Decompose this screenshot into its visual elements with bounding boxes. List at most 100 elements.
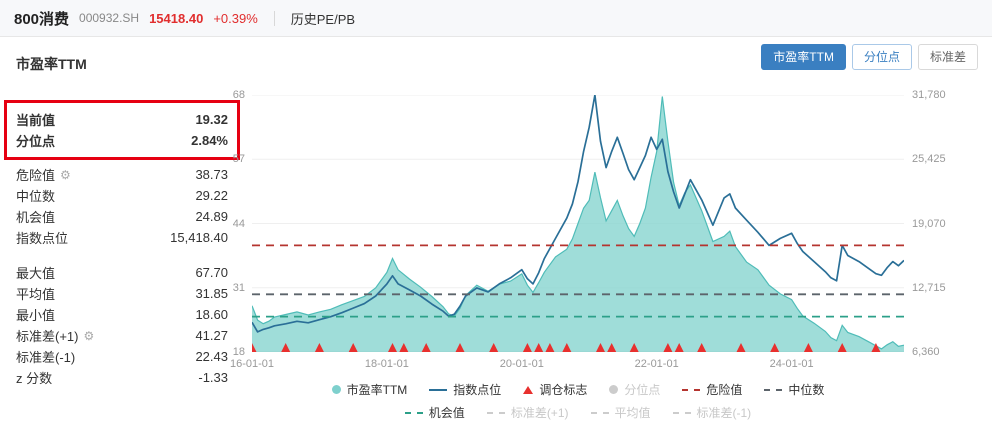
legend-label: 调仓标志 <box>539 383 588 397</box>
rebalance-marker-icon <box>629 343 639 352</box>
legend-item[interactable]: 中位数 <box>764 381 824 398</box>
stat-row: 指数点位 15,418.40 <box>16 227 228 248</box>
stat-value: 67.70 <box>195 265 228 280</box>
stat-label: 分位点 <box>16 131 55 150</box>
rebalance-marker-icon <box>545 343 555 352</box>
legend-dash-icon <box>764 388 783 391</box>
left-axis-tick-label: 68 <box>232 89 245 101</box>
stat-row: 危险值 ⚙ 38.73 <box>16 164 228 185</box>
stat-label-text: 最大值 <box>16 266 56 281</box>
stat-label: 最大值 <box>16 263 55 282</box>
legend-item[interactable]: 平均值 <box>590 404 651 421</box>
right-axis-tick-label: 31,780 <box>912 89 946 101</box>
legend-item[interactable]: 分位点 <box>609 381 660 398</box>
tab-pe-ttm[interactable]: 市盈率TTM <box>761 44 846 70</box>
rebalance-marker-icon <box>837 343 847 352</box>
right-axis-tick-label: 19,070 <box>912 217 946 230</box>
x-axis-tick-label: 24-01-01 <box>769 358 814 370</box>
stat-row: 分位点 2.84% <box>16 130 228 151</box>
legend-item[interactable]: 标准差(+1) <box>486 404 569 421</box>
right-axis-tick-label: 25,425 <box>912 153 946 166</box>
stat-value: 29.22 <box>195 188 228 203</box>
legend-label: 标准差(+1) <box>510 406 569 420</box>
left-axis-tick-label: 18 <box>232 346 245 358</box>
legend-item[interactable]: 市盈率TTM <box>331 381 407 398</box>
gear-icon[interactable]: ⚙ <box>60 167 71 182</box>
rebalance-marker-icon <box>803 343 813 352</box>
x-axis-tick-label: 22-01-01 <box>634 358 679 370</box>
legend-dash-icon <box>672 411 691 414</box>
header-divider <box>273 10 275 26</box>
legend-circle-icon <box>331 385 341 394</box>
stat-value: 19.32 <box>195 112 228 127</box>
rebalance-marker-icon <box>674 343 684 352</box>
legend-item[interactable]: 标准差(-1) <box>672 404 751 421</box>
stat-row: 平均值 31.85 <box>16 283 228 304</box>
legend-item[interactable]: 机会值 <box>404 404 465 421</box>
current-value-highlight-box: 当前值 19.32 分位点 2.84% <box>4 100 240 160</box>
stat-row: 最大值 67.70 <box>16 262 228 283</box>
top-header: 800消费 000932.SH 15418.40 +0.39% 历史PE/PB <box>0 0 992 37</box>
legend-label: 指数点位 <box>453 383 502 397</box>
legend-circle-icon <box>609 385 619 394</box>
legend-item[interactable]: 指数点位 <box>429 381 501 398</box>
legend-label: 分位点 <box>624 383 661 397</box>
rebalance-marker-icon <box>252 343 257 352</box>
rebalance-marker-icon <box>697 343 707 352</box>
stat-label-text: 危险值 <box>16 168 56 183</box>
stat-label: 最小值 <box>16 305 55 324</box>
legend-dash-icon <box>682 388 701 391</box>
stat-row: 中位数 29.22 <box>16 185 228 206</box>
index-points-line-series <box>252 95 904 333</box>
legend-dash-icon <box>404 411 423 414</box>
rebalance-marker-icon <box>736 343 746 352</box>
stat-label: 机会值 <box>16 207 55 226</box>
stat-label-text: 当前值 <box>16 113 56 128</box>
stat-label-text: 最小值 <box>16 308 56 323</box>
stat-label-text: 标准差(-1) <box>16 350 76 365</box>
stat-label-text: z 分数 <box>16 371 53 386</box>
nav-history-pe-pb[interactable]: 历史PE/PB <box>290 11 356 27</box>
stats-panel: 市盈率TTM 当前值 19.32 分位点 2.84% 危险值 ⚙ 38.73 中位数 29.2… <box>4 48 252 388</box>
index-code: 000932.SH <box>79 11 140 25</box>
stat-row: 标准差(-1) 22.43 <box>16 346 228 367</box>
chart-legend: 市盈率TTM 指数点位 调仓标志 分位点 危险值 中位数机会值 标准差(+1) 平均值 标准差(… <box>252 381 904 421</box>
stat-label: 危险值 ⚙ <box>16 165 71 184</box>
gear-icon[interactable]: ⚙ <box>83 328 95 343</box>
tab-percentile[interactable]: 分位点 <box>851 44 912 70</box>
left-axis-tick-label: 57 <box>232 153 245 166</box>
stat-label: 当前值 <box>16 110 55 129</box>
pe-history-chart[interactable]: 68 57 44 31 18 31,780 25,425 19,070 12,715 6,360 1… <box>230 89 946 370</box>
metric-tabs: 市盈率TTM 分位点 标准差 <box>761 44 978 70</box>
rebalance-marker-icon <box>770 343 780 352</box>
chart-canvas <box>252 95 904 352</box>
stat-row: 标准差(+1) ⚙ 41.27 <box>16 325 228 346</box>
rebalance-marker-icon <box>522 343 532 352</box>
left-axis-tick-label: 44 <box>232 217 245 230</box>
stat-label: 中位数 <box>16 186 55 205</box>
stat-label-text: 标准差(+1) <box>16 329 79 344</box>
legend-dash-icon <box>590 411 609 414</box>
rebalance-marker-icon <box>281 343 291 352</box>
stat-value: 15,418.40 <box>170 230 228 245</box>
stat-value: 2.84% <box>191 133 228 148</box>
x-axis-tick-label: 18-01-01 <box>364 358 409 370</box>
rebalance-marker-icon <box>534 343 544 352</box>
index-change: +0.39% <box>213 10 258 26</box>
rebalance-marker-icon <box>871 343 881 352</box>
stat-row: 机会值 24.89 <box>16 206 228 227</box>
tab-stddev[interactable]: 标准差 <box>917 44 978 70</box>
stat-value: -1.33 <box>198 370 228 385</box>
legend-dash-icon <box>486 411 505 414</box>
rebalance-marker-icon <box>348 343 358 352</box>
legend-label: 平均值 <box>614 406 651 420</box>
rebalance-marker-icon <box>421 343 431 352</box>
legend-row: 市盈率TTM 指数点位 调仓标志 分位点 危险值 中位数 <box>331 381 824 398</box>
x-axis-tick-label: 20-01-01 <box>499 358 544 370</box>
stat-label-text: 分位点 <box>16 134 56 149</box>
rebalance-marker-icon <box>663 343 673 352</box>
legend-item[interactable]: 危险值 <box>682 381 742 398</box>
right-axis-tick-label: 12,715 <box>912 281 946 294</box>
legend-item[interactable]: 调仓标志 <box>523 381 587 398</box>
rebalance-marker-icon <box>489 343 499 352</box>
